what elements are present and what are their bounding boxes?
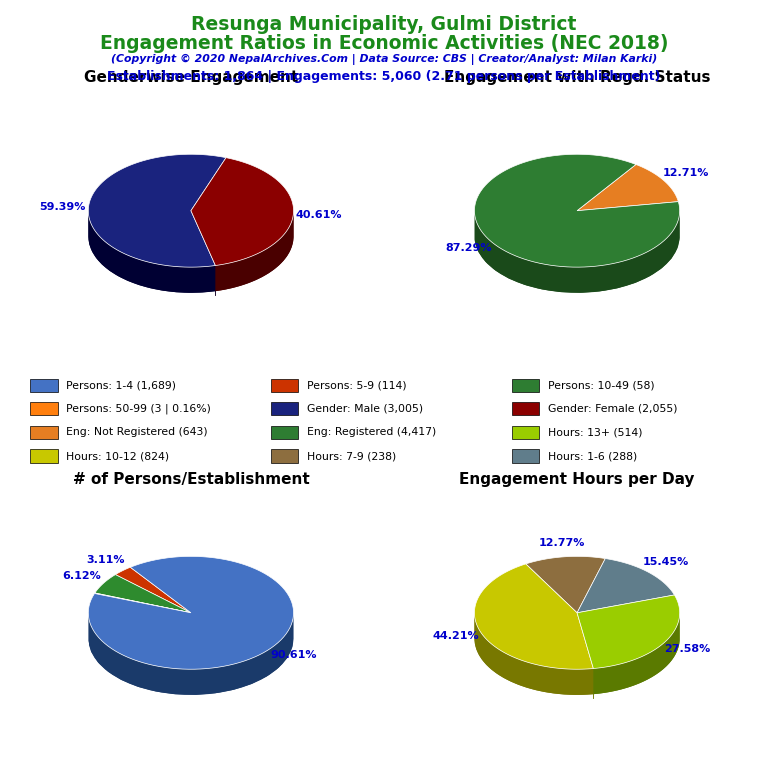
Text: Establishments: 1,864 | Engagements: 5,060 (2.71 persons per Establishment): Establishments: 1,864 | Engagements: 5,0… bbox=[108, 70, 660, 83]
Text: 6.12%: 6.12% bbox=[62, 571, 101, 581]
Polygon shape bbox=[94, 574, 191, 613]
Bar bbox=[30, 449, 58, 462]
Bar bbox=[271, 402, 298, 415]
Polygon shape bbox=[88, 556, 293, 669]
Bar bbox=[271, 426, 298, 439]
Text: Hours: 7-9 (238): Hours: 7-9 (238) bbox=[307, 451, 396, 461]
Text: 15.45%: 15.45% bbox=[643, 557, 689, 567]
Text: Engagement Ratios in Economic Activities (NEC 2018): Engagement Ratios in Economic Activities… bbox=[100, 34, 668, 53]
Text: Hours: 1-6 (288): Hours: 1-6 (288) bbox=[548, 451, 637, 461]
Text: Persons: 1-4 (1,689): Persons: 1-4 (1,689) bbox=[66, 380, 177, 390]
Text: 40.61%: 40.61% bbox=[296, 210, 343, 220]
Text: Hours: 13+ (514): Hours: 13+ (514) bbox=[548, 428, 642, 438]
Polygon shape bbox=[594, 615, 680, 694]
Polygon shape bbox=[88, 615, 293, 695]
Polygon shape bbox=[115, 568, 191, 613]
Polygon shape bbox=[191, 157, 293, 266]
Polygon shape bbox=[577, 164, 678, 210]
Bar bbox=[30, 402, 58, 415]
Text: 3.11%: 3.11% bbox=[86, 555, 124, 565]
Text: Hours: 10-12 (824): Hours: 10-12 (824) bbox=[66, 451, 170, 461]
Bar bbox=[271, 449, 298, 462]
Polygon shape bbox=[526, 556, 605, 613]
Text: Persons: 50-99 (3 | 0.16%): Persons: 50-99 (3 | 0.16%) bbox=[66, 404, 211, 414]
Bar bbox=[30, 426, 58, 439]
Polygon shape bbox=[577, 558, 674, 613]
Bar bbox=[511, 379, 539, 392]
Polygon shape bbox=[88, 211, 215, 293]
Text: (Copyright © 2020 NepalArchives.Com | Data Source: CBS | Creator/Analyst: Milan : (Copyright © 2020 NepalArchives.Com | Da… bbox=[111, 54, 657, 65]
Polygon shape bbox=[88, 214, 215, 293]
Title: Engagement with Regd. Status: Engagement with Regd. Status bbox=[444, 70, 710, 85]
Polygon shape bbox=[475, 614, 594, 695]
Text: Gender: Male (3,005): Gender: Male (3,005) bbox=[307, 404, 423, 414]
Polygon shape bbox=[475, 564, 594, 669]
Text: 90.61%: 90.61% bbox=[270, 650, 316, 660]
Text: Resunga Municipality, Gulmi District: Resunga Municipality, Gulmi District bbox=[191, 15, 577, 35]
Polygon shape bbox=[475, 212, 680, 293]
Bar bbox=[511, 426, 539, 439]
Polygon shape bbox=[88, 154, 226, 267]
Bar bbox=[30, 379, 58, 392]
Title: Genderwise Engagement: Genderwise Engagement bbox=[84, 70, 298, 85]
Polygon shape bbox=[94, 593, 191, 613]
Text: 59.39%: 59.39% bbox=[40, 202, 86, 212]
Text: Persons: 5-9 (114): Persons: 5-9 (114) bbox=[307, 380, 406, 390]
Polygon shape bbox=[475, 154, 680, 267]
Text: Persons: 10-49 (58): Persons: 10-49 (58) bbox=[548, 380, 654, 390]
Bar bbox=[511, 402, 539, 415]
Polygon shape bbox=[475, 613, 594, 695]
Title: Engagement Hours per Day: Engagement Hours per Day bbox=[459, 472, 695, 487]
Polygon shape bbox=[215, 212, 293, 291]
Title: # of Persons/Establishment: # of Persons/Establishment bbox=[72, 472, 310, 487]
Bar bbox=[511, 449, 539, 462]
Text: 12.71%: 12.71% bbox=[663, 168, 709, 178]
Polygon shape bbox=[577, 595, 680, 668]
Polygon shape bbox=[215, 211, 293, 291]
Text: 87.29%: 87.29% bbox=[445, 243, 492, 253]
Text: Eng: Not Registered (643): Eng: Not Registered (643) bbox=[66, 428, 208, 438]
Text: 12.77%: 12.77% bbox=[538, 538, 584, 548]
Polygon shape bbox=[475, 214, 680, 293]
Text: Eng: Registered (4,417): Eng: Registered (4,417) bbox=[307, 428, 436, 438]
Text: 44.21%: 44.21% bbox=[433, 631, 479, 641]
Text: 27.58%: 27.58% bbox=[664, 644, 710, 654]
Polygon shape bbox=[594, 614, 680, 694]
Text: Gender: Female (2,055): Gender: Female (2,055) bbox=[548, 404, 677, 414]
Polygon shape bbox=[89, 613, 293, 695]
Bar bbox=[271, 379, 298, 392]
